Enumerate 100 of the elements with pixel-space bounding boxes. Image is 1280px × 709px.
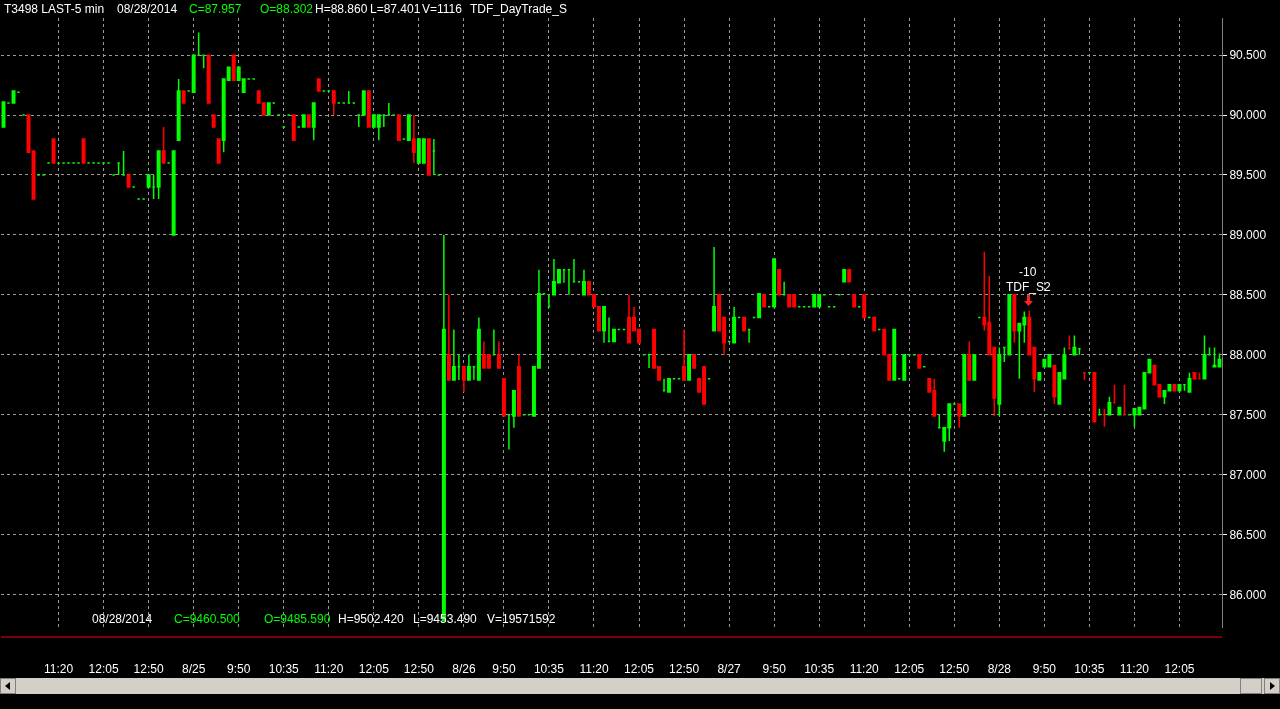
y-tick-label: 88.500 xyxy=(1229,288,1267,303)
candlestick xyxy=(411,114,416,164)
annotation: H=9502.420 xyxy=(338,612,405,626)
annotation: C=9460.500 xyxy=(174,612,241,626)
y-tick-label: 90.000 xyxy=(1229,108,1267,123)
candlestick xyxy=(176,78,181,141)
candlestick xyxy=(421,138,426,164)
candlestick xyxy=(151,174,156,200)
candlestick xyxy=(972,354,977,381)
candlestick xyxy=(126,174,131,188)
candlestick xyxy=(206,54,211,104)
candlestick xyxy=(902,354,907,381)
y-tick-label: 90.500 xyxy=(1229,48,1267,63)
candlestick xyxy=(917,354,922,369)
candlestick xyxy=(1037,371,1042,381)
candlestick xyxy=(862,294,867,319)
text: 08/28/2014 xyxy=(117,2,178,16)
candlestick xyxy=(967,340,972,381)
candlestick xyxy=(1177,383,1182,392)
candlestick xyxy=(156,150,161,200)
candlestick xyxy=(466,354,471,381)
candlestick xyxy=(291,114,296,141)
candlestick xyxy=(687,354,692,381)
candlestick xyxy=(1012,294,1017,344)
candlestick xyxy=(476,316,481,381)
x-tick-label: 12:05 xyxy=(1164,662,1195,676)
candlestick xyxy=(1132,407,1137,428)
candlestick xyxy=(51,138,56,164)
x-tick-label: 12:50 xyxy=(133,662,164,676)
x-tick-label: 11:20 xyxy=(43,662,74,676)
candlestick xyxy=(1212,346,1217,368)
x-tick-label: 12:05 xyxy=(624,662,655,676)
y-tick-label: 89.500 xyxy=(1229,168,1267,183)
candlestick xyxy=(396,114,401,141)
candlestick xyxy=(456,354,461,381)
candlestick xyxy=(1067,334,1072,350)
candlestick xyxy=(682,328,687,381)
y-tick-label: 88.000 xyxy=(1229,347,1267,362)
x-tick-label: 9:50 xyxy=(1032,662,1057,676)
x-tick-label: 12:50 xyxy=(939,662,970,676)
candlestick xyxy=(446,294,451,381)
candlestick xyxy=(582,268,586,296)
candlestick xyxy=(161,126,166,164)
candlestick xyxy=(331,90,336,116)
x-tick-label: 11:20 xyxy=(314,662,344,676)
candlestick xyxy=(566,268,571,296)
candlestick xyxy=(962,354,967,417)
candlestick xyxy=(356,114,361,128)
text: TDF_DayTrade_S xyxy=(470,2,567,16)
y-tick-label: 87.500 xyxy=(1229,407,1267,422)
candlestick xyxy=(1072,334,1077,356)
candlestick xyxy=(712,246,717,332)
candlestick xyxy=(381,114,386,128)
x-tick-label: 11:20 xyxy=(579,662,609,676)
candlestick xyxy=(306,114,311,128)
x-tick-label: 12:50 xyxy=(403,662,435,676)
candlestick xyxy=(561,268,566,284)
candlestick xyxy=(81,138,86,164)
candlestick xyxy=(316,78,321,92)
candlestick xyxy=(692,354,697,369)
y-tick-label: 86.000 xyxy=(1229,587,1267,602)
text: O=88.302 xyxy=(260,2,314,16)
y-tick-label: 87.000 xyxy=(1229,467,1267,482)
candlestick xyxy=(406,114,411,141)
candlestick xyxy=(782,280,787,296)
annotation: V=19571592 xyxy=(487,612,556,626)
candlestick xyxy=(571,258,576,283)
candlestick xyxy=(667,377,672,393)
candlestick xyxy=(376,114,381,141)
x-tick-label: 8/28 xyxy=(987,662,1012,676)
text: T3498 LAST-5 min xyxy=(4,2,105,16)
candlestick xyxy=(366,90,371,128)
y-tick-label: 89.000 xyxy=(1229,228,1267,243)
candlestick xyxy=(546,294,551,308)
candlestick xyxy=(777,268,782,296)
candlestick xyxy=(461,365,466,393)
candlestick xyxy=(812,294,817,308)
candlestick xyxy=(997,346,1002,417)
x-tick-label: 9:50 xyxy=(492,662,516,676)
candlestick xyxy=(506,413,511,451)
candlestick xyxy=(216,138,221,164)
candlestick xyxy=(957,403,962,429)
x-tick-label: 8/25 xyxy=(181,662,206,676)
x-tick-label: 11:20 xyxy=(849,662,880,676)
candlestick xyxy=(501,377,506,417)
candlestick xyxy=(1112,383,1117,404)
x-tick-label: 12:50 xyxy=(669,662,700,676)
text: V=1116 xyxy=(422,2,463,16)
annotation: 08/28/2014 xyxy=(92,612,153,626)
candlestick xyxy=(211,114,216,128)
candlestick xyxy=(662,377,667,392)
candlestick xyxy=(1107,395,1112,416)
candlestick xyxy=(762,294,767,308)
candlestick xyxy=(747,328,752,344)
candlestick xyxy=(1102,407,1107,428)
candlestick xyxy=(1122,383,1127,416)
annotation: -10 xyxy=(1019,265,1037,279)
text: L=87.401 xyxy=(370,2,421,16)
annotation: L=9453.490 xyxy=(413,612,478,626)
annotation: O=9485.590 xyxy=(264,612,331,626)
